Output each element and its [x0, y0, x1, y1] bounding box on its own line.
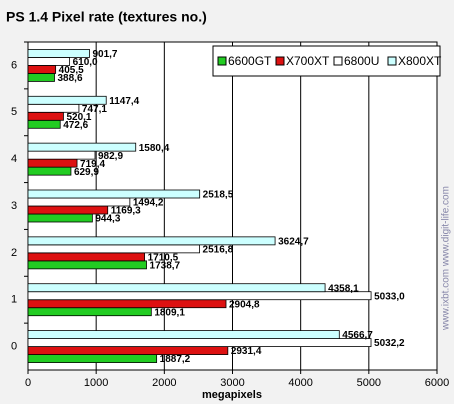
- watermark: www.ixbt.com www.digit-life.com: [441, 186, 452, 331]
- value-label: 1147,4: [109, 96, 139, 107]
- value-label: 610,0: [73, 57, 98, 68]
- value-label: 1580,4: [139, 143, 170, 154]
- bar: [27, 205, 109, 215]
- x-tick-label: 5000: [357, 377, 381, 389]
- value-label: 5033,0: [374, 291, 405, 302]
- bar: [27, 260, 147, 270]
- value-label: 1494,2: [133, 198, 164, 209]
- bar: [27, 307, 152, 317]
- y-tick-label: 3: [11, 200, 17, 212]
- legend-swatch: [333, 56, 343, 66]
- legend-label: X800XT: [398, 54, 442, 68]
- x-axis-label: megapixels: [202, 389, 262, 401]
- value-label: 2518,5: [203, 190, 234, 201]
- bar: [27, 57, 70, 66]
- value-label: 982,9: [98, 151, 123, 162]
- value-label: 4566,7: [342, 330, 373, 341]
- x-tick-label: 0: [25, 377, 31, 389]
- legend-label: X700XT: [286, 54, 330, 68]
- bar: [27, 49, 90, 58]
- bar: [27, 299, 227, 309]
- legend-box: [212, 45, 441, 77]
- value-label: 388,6: [57, 73, 82, 84]
- legend-swatch: [217, 56, 227, 66]
- y-tick-label: 5: [11, 106, 17, 118]
- x-tick-label: 1000: [84, 377, 108, 389]
- value-label: 4358,1: [328, 283, 359, 294]
- y-tick-label: 6: [11, 59, 17, 71]
- bar: [27, 354, 158, 363]
- value-label: 3624,7: [278, 236, 309, 247]
- bar: [27, 189, 201, 199]
- value-label: 1809,1: [154, 307, 185, 318]
- value-label: 520,1: [66, 112, 91, 123]
- value-label: 901,7: [92, 49, 117, 60]
- bar: [27, 119, 61, 129]
- x-tick-label: 6000: [425, 377, 449, 389]
- legend-label: 6800U: [344, 54, 379, 68]
- value-label: 1887,2: [160, 354, 191, 365]
- bar: [27, 158, 78, 168]
- value-label: 1738,7: [150, 260, 181, 271]
- bar: [27, 252, 145, 262]
- bar: [27, 150, 96, 160]
- bar: [27, 111, 64, 121]
- value-label: 2931,4: [231, 346, 262, 357]
- value-label: 405,5: [59, 65, 84, 76]
- value-label: 1710,5: [148, 252, 179, 263]
- x-tick-label: 2000: [152, 377, 176, 389]
- value-label: 629,9: [74, 167, 99, 178]
- value-label: 747,1: [82, 104, 107, 115]
- bar: [27, 236, 276, 246]
- bar: [27, 166, 72, 176]
- chart-title: PS 1.4 Pixel rate (textures no.): [6, 9, 207, 25]
- y-tick-label: 1: [11, 294, 17, 306]
- bar: [27, 95, 107, 105]
- bar: [27, 330, 340, 339]
- bar: [27, 103, 80, 113]
- bar: [27, 244, 200, 254]
- bar: [27, 197, 131, 207]
- bar: [27, 73, 55, 82]
- bar: [27, 338, 372, 347]
- x-tick-label: 3000: [220, 377, 244, 389]
- bar: [27, 283, 326, 293]
- legend-label: 6600GT: [228, 54, 272, 68]
- bar: [27, 65, 57, 74]
- y-tick-label: 4: [11, 153, 17, 165]
- value-label: 5032,2: [374, 338, 405, 349]
- bar: [27, 346, 229, 355]
- value-label: 2904,8: [229, 299, 260, 310]
- bar: [27, 142, 137, 152]
- y-tick-label: 0: [11, 340, 17, 352]
- value-label: 1169,3: [111, 206, 141, 217]
- bar: [27, 291, 372, 301]
- y-tick-label: 2: [11, 247, 17, 259]
- legend-swatch: [387, 56, 397, 66]
- x-tick-label: 4000: [288, 377, 312, 389]
- value-label: 719,4: [80, 159, 105, 170]
- value-label: 472,6: [63, 120, 88, 131]
- legend-swatch: [275, 56, 285, 66]
- value-label: 944,3: [95, 214, 120, 225]
- value-label: 2516,8: [203, 244, 234, 255]
- bar: [27, 213, 93, 223]
